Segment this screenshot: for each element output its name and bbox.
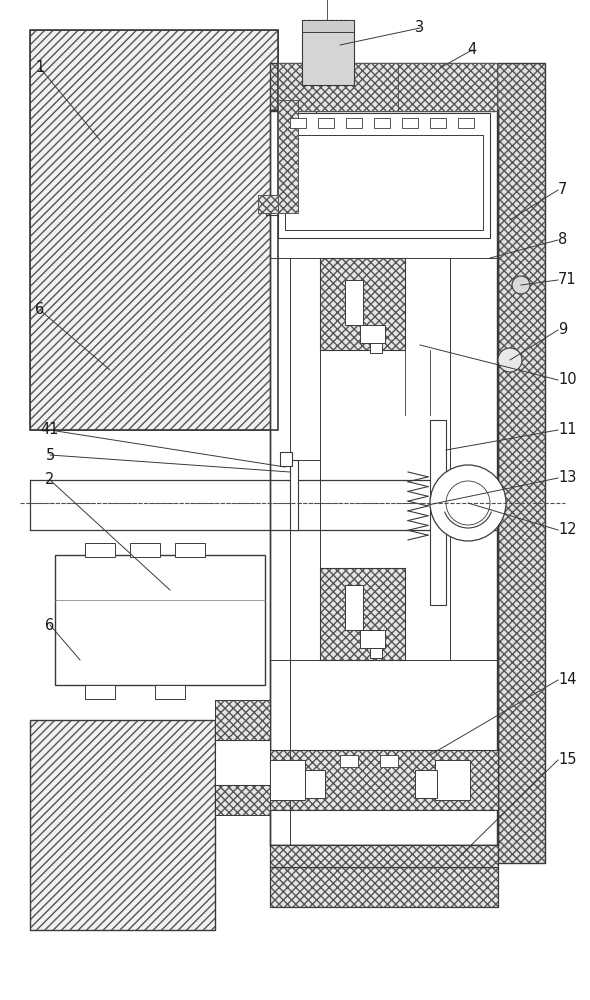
Text: 3: 3 [415,20,425,35]
Bar [302,20,354,85]
Bar [458,118,474,128]
Bar [320,568,405,660]
Bar [85,685,115,699]
Text: 6: 6 [35,302,45,318]
Text: 6: 6 [45,617,55,633]
Bar [266,195,316,215]
Bar [320,258,405,350]
Bar [270,845,498,867]
Text: 71: 71 [558,272,576,288]
Text: 8: 8 [558,232,567,247]
Bar [370,343,382,353]
Bar [318,118,334,128]
Text: 12: 12 [558,522,576,538]
Bar [402,118,418,128]
Bar [415,770,437,798]
Bar [340,755,358,767]
Text: 13: 13 [558,471,576,486]
Bar [430,118,446,128]
Bar [374,118,390,128]
Bar [175,543,205,557]
Bar [430,420,446,605]
Bar [360,325,385,343]
Bar [360,630,385,648]
Text: 2: 2 [45,473,55,488]
Bar [290,118,306,128]
Bar [346,118,362,128]
Circle shape [512,276,530,294]
Bar [270,867,498,907]
Bar [305,770,325,798]
Bar [270,760,305,800]
Bar [380,755,398,767]
Bar [290,460,298,530]
Bar [345,585,363,630]
Text: 15: 15 [558,752,576,768]
Bar [30,720,215,930]
Bar [280,452,292,466]
Bar [258,195,278,213]
Bar [215,700,270,740]
Circle shape [498,348,522,372]
Bar [285,135,483,230]
Bar [215,785,270,815]
Bar [215,740,270,785]
Bar [215,785,270,815]
Text: 41: 41 [41,422,59,438]
Bar [266,195,316,215]
Text: 1: 1 [35,60,45,76]
Bar [278,100,298,213]
Bar [320,568,405,660]
Bar [497,63,545,863]
Bar [278,113,490,238]
Bar [345,280,363,325]
Bar [30,30,278,430]
Bar [302,20,354,32]
Bar [370,648,382,658]
Bar [270,845,498,867]
Bar [270,750,498,810]
Text: 10: 10 [558,372,576,387]
Text: 9: 9 [558,322,567,338]
Text: 7: 7 [558,182,568,198]
Bar [270,110,498,845]
Bar [435,760,470,800]
Bar [30,30,278,430]
Text: 5: 5 [45,448,55,462]
Bar [55,555,265,685]
Text: 14: 14 [558,672,576,688]
Bar [278,100,316,195]
Bar [130,543,160,557]
Bar [398,63,497,111]
Bar [270,867,498,907]
Bar [270,750,498,810]
Text: 11: 11 [558,422,576,438]
Bar [155,685,185,699]
Bar [30,720,215,930]
Circle shape [446,481,490,525]
Bar [320,258,405,350]
Bar [85,543,115,557]
Bar [270,63,495,111]
Bar [278,100,316,195]
Bar [215,700,270,740]
Text: 4: 4 [467,42,477,57]
Bar [278,63,398,111]
Bar [270,63,495,111]
Bar [497,63,545,863]
Circle shape [430,465,506,541]
